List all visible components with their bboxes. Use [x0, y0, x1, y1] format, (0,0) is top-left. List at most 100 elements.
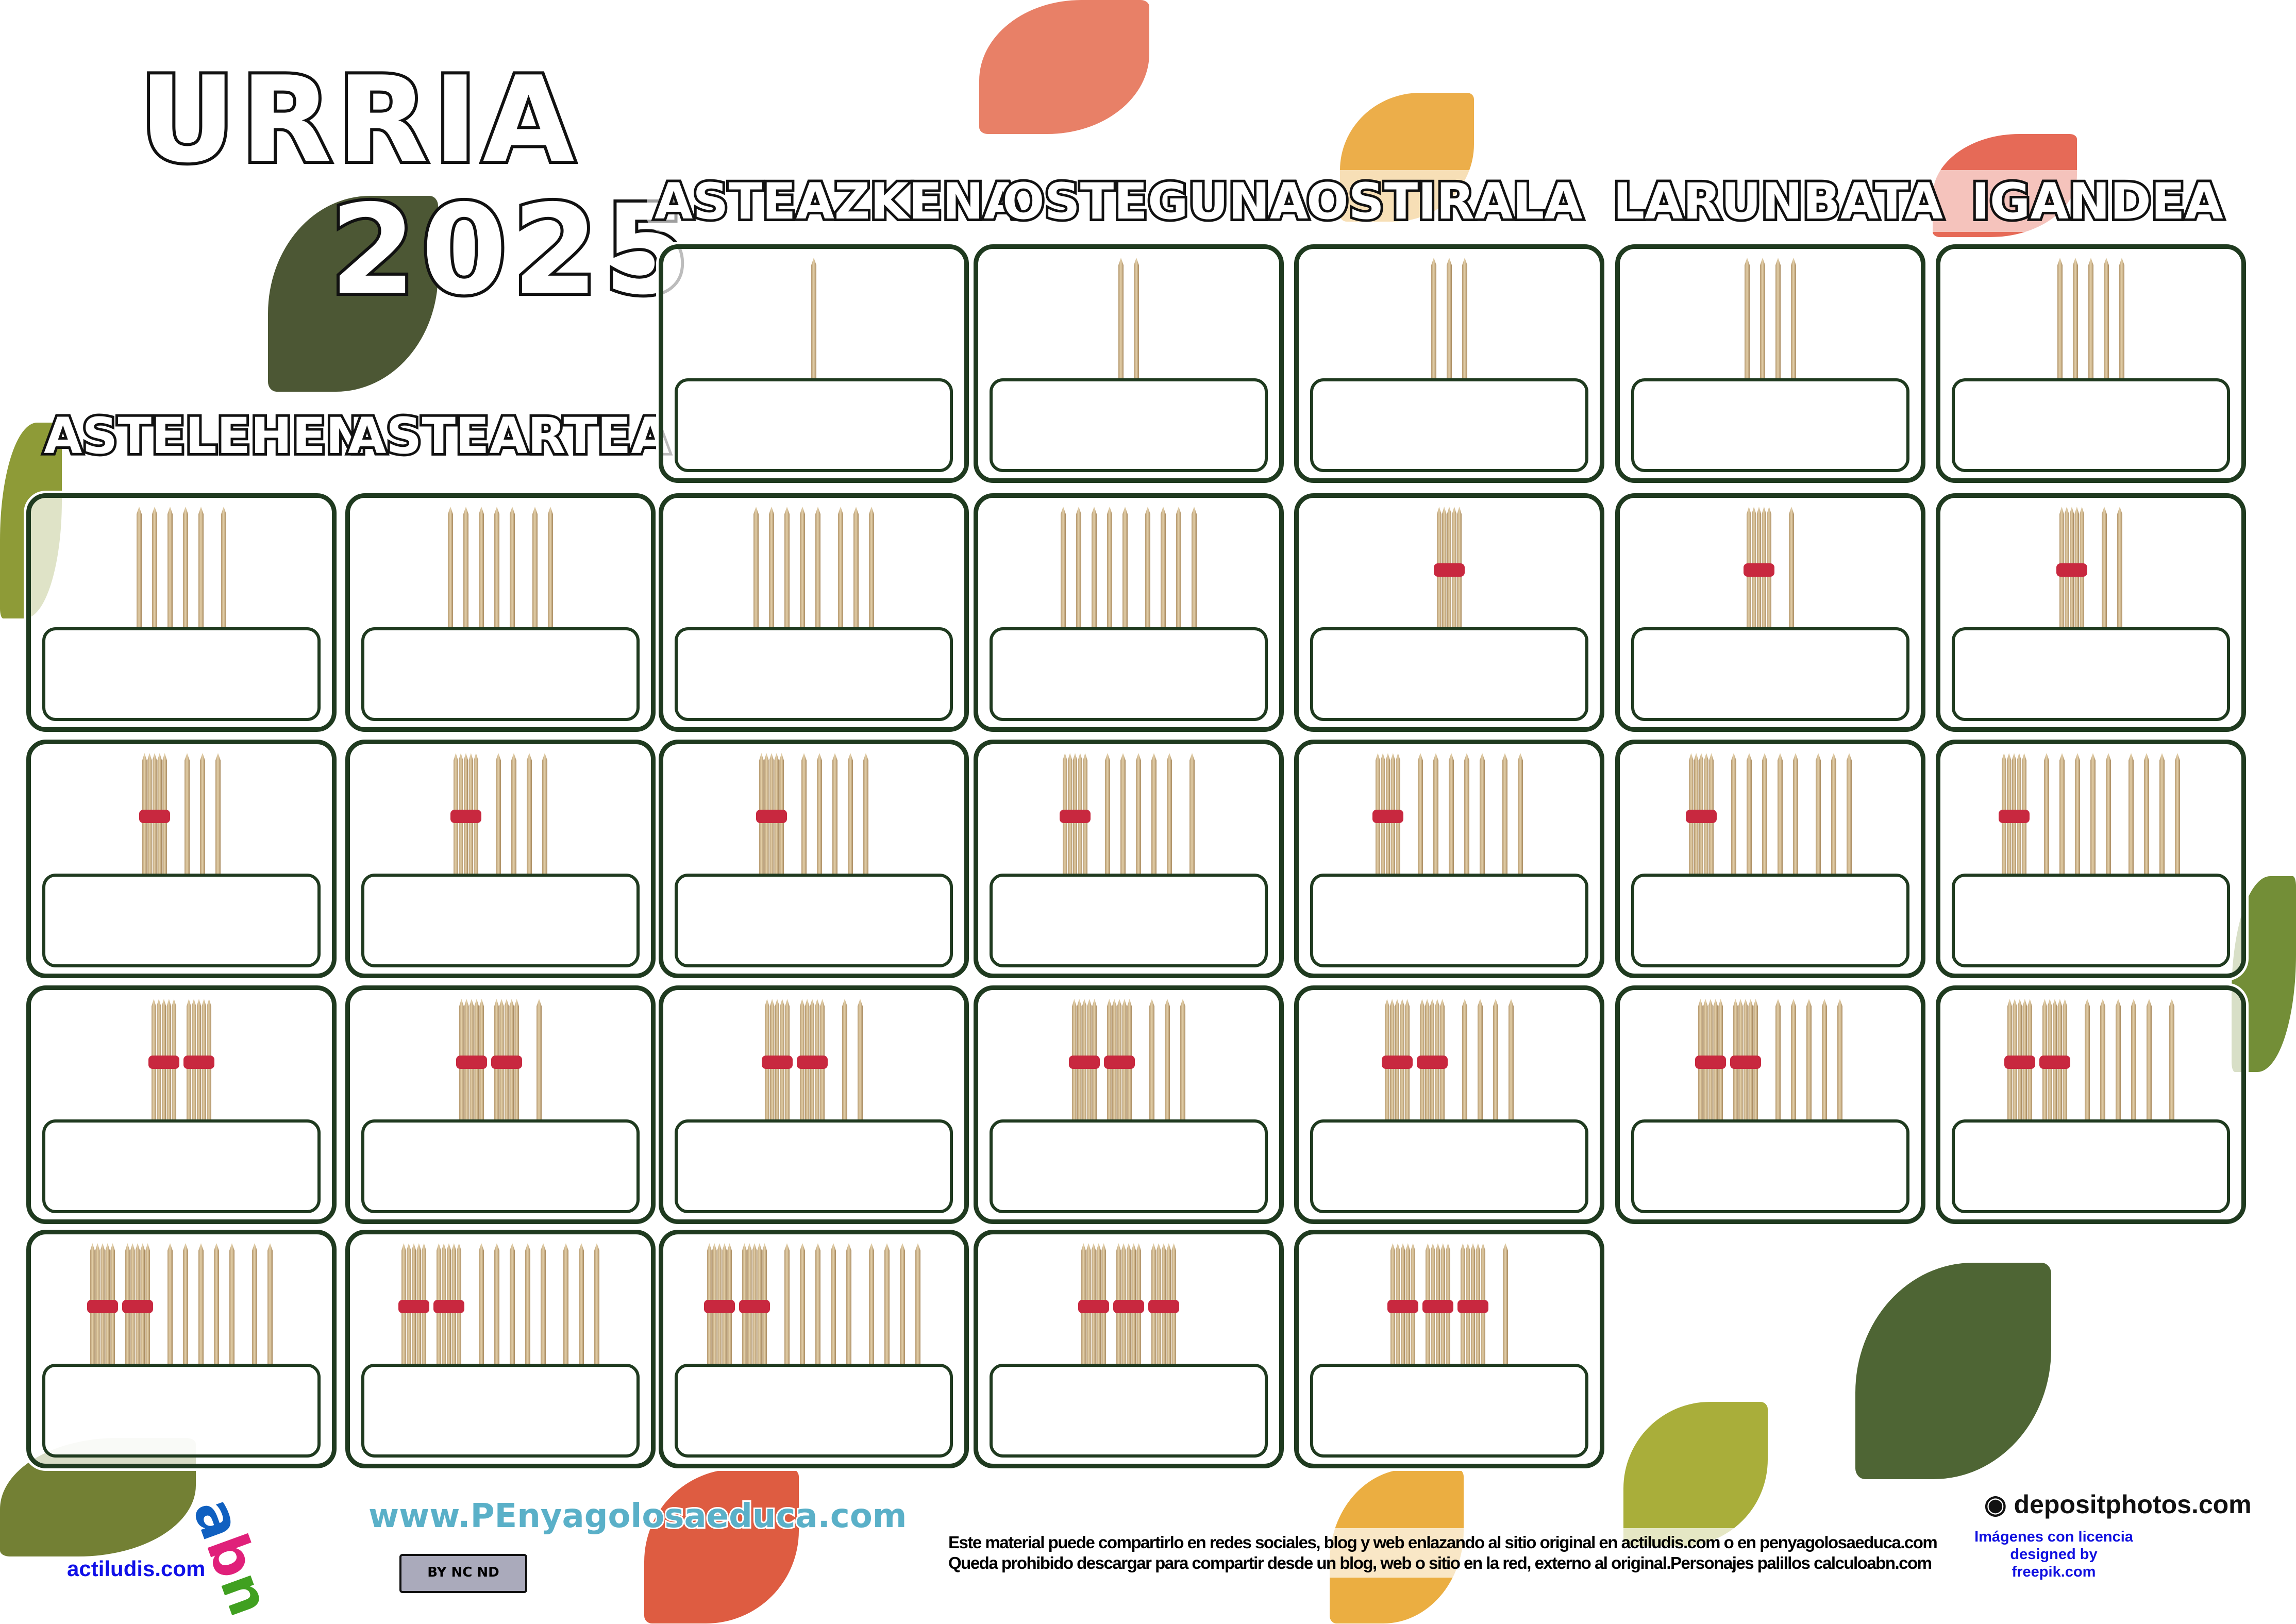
day-answer-box[interactable] [361, 1119, 640, 1213]
ten-stick-bundle [1730, 999, 1761, 1123]
day-cell [659, 740, 969, 978]
day-answer-box[interactable] [1952, 874, 2230, 967]
bundle-band [1060, 810, 1091, 823]
bundle-band [491, 1056, 522, 1069]
day-answer-box[interactable] [1310, 874, 1588, 967]
stick [1822, 999, 1827, 1123]
day-answer-box[interactable] [1310, 627, 1588, 721]
stick [1793, 753, 1798, 877]
stick [2085, 999, 2090, 1123]
stick [1502, 753, 1507, 877]
depositphotos-logo: ◉ depositphotos.com [1984, 1489, 2252, 1519]
weekday-header: OSTIRALA [1304, 170, 1585, 233]
day-answer-box[interactable] [1631, 1119, 1909, 1213]
stick [2131, 999, 2136, 1123]
day-answer-box[interactable] [675, 874, 953, 967]
day-cell [1615, 493, 1925, 732]
stick [527, 753, 532, 877]
day-cell [1615, 244, 1925, 483]
stick [1480, 753, 1485, 877]
stick [137, 507, 142, 630]
ten-stick-bundle [1113, 1243, 1144, 1367]
bundle-band [1422, 1300, 1453, 1313]
day-answer-box[interactable] [990, 1364, 1268, 1458]
stick [167, 1243, 173, 1367]
day-answer-box[interactable] [1631, 627, 1909, 721]
notice-line-2: Queda prohibido descargar para compartir… [948, 1553, 1932, 1572]
stick-group [221, 504, 226, 633]
stick [846, 1243, 851, 1367]
day-answer-box[interactable] [361, 627, 640, 721]
actiludis-link[interactable]: actiludis.com [67, 1556, 206, 1581]
stick-group [838, 504, 874, 633]
day-answer-box[interactable] [42, 1119, 321, 1213]
bundle-band [1113, 1300, 1144, 1313]
stick [817, 753, 822, 877]
stick-group [842, 996, 863, 1125]
stick [1745, 258, 1750, 381]
bundle-group [1686, 750, 1717, 879]
stick [769, 507, 774, 630]
bundle-band [1387, 1300, 1418, 1313]
day-cell [345, 493, 656, 732]
day-answer-box[interactable] [1310, 378, 1588, 472]
stick-group [479, 1241, 546, 1369]
stick-group [1789, 504, 1794, 633]
stick [1478, 999, 1483, 1123]
stick-counter [978, 996, 1279, 1125]
day-cell [1294, 1230, 1604, 1468]
stick [2073, 258, 2078, 381]
day-answer-box[interactable] [990, 378, 1268, 472]
day-answer-box[interactable] [1310, 1119, 1588, 1213]
stick-group [563, 1241, 599, 1369]
stick-group [1816, 750, 1852, 879]
ten-stick-bundle [148, 999, 179, 1123]
day-answer-box[interactable] [990, 874, 1268, 967]
day-answer-box[interactable] [675, 378, 953, 472]
stick-group [1745, 255, 1796, 384]
stick [1731, 753, 1736, 877]
day-answer-box[interactable] [1952, 1119, 2230, 1213]
day-answer-box[interactable] [1952, 627, 2230, 721]
stick-group [1149, 996, 1185, 1125]
stick-counter [350, 504, 651, 633]
day-answer-box[interactable] [1631, 378, 1909, 472]
stick [2129, 753, 2134, 877]
ten-stick-bundle [1148, 1243, 1179, 1367]
day-answer-box[interactable] [42, 1364, 321, 1458]
ten-stick-bundle [1060, 753, 1091, 877]
ten-stick-bundle [1686, 753, 1717, 877]
day-answer-box[interactable] [1952, 378, 2230, 472]
day-cell [1294, 493, 1604, 732]
day-answer-box[interactable] [42, 627, 321, 721]
day-answer-box[interactable] [361, 1364, 640, 1458]
day-answer-box[interactable] [361, 874, 640, 967]
day-answer-box[interactable] [990, 627, 1268, 721]
stick-group [448, 504, 515, 633]
stick [1061, 507, 1066, 630]
day-answer-box[interactable] [1310, 1364, 1588, 1458]
ten-stick-bundle [1104, 999, 1135, 1123]
day-answer-box[interactable] [675, 1119, 953, 1213]
stick [1837, 999, 1842, 1123]
bundle-band [2039, 1056, 2070, 1069]
day-answer-box[interactable] [675, 627, 953, 721]
stick [1120, 753, 1126, 877]
stick [579, 1243, 584, 1367]
bundle-band [87, 1300, 118, 1313]
weekday-header: LARUNBATA [1611, 170, 1946, 233]
stick [1806, 999, 1812, 1123]
ten-stick-bundle [183, 999, 214, 1123]
stick-counter [31, 996, 332, 1125]
license-line-1: Imágenes con licencia [1974, 1529, 2133, 1545]
day-answer-box[interactable] [675, 1364, 953, 1458]
ten-stick-bundle [398, 1243, 429, 1367]
day-answer-box[interactable] [990, 1119, 1268, 1213]
stick-counter [1299, 504, 1600, 633]
day-answer-box[interactable] [1631, 874, 1909, 967]
day-answer-box[interactable] [42, 874, 321, 967]
penyagolosaeduca-logo[interactable]: www.PEnyagolosaeduca.com [367, 1496, 908, 1537]
ten-stick-bundle [1069, 999, 1100, 1123]
stick [496, 753, 501, 877]
stick-group [1775, 996, 1842, 1125]
